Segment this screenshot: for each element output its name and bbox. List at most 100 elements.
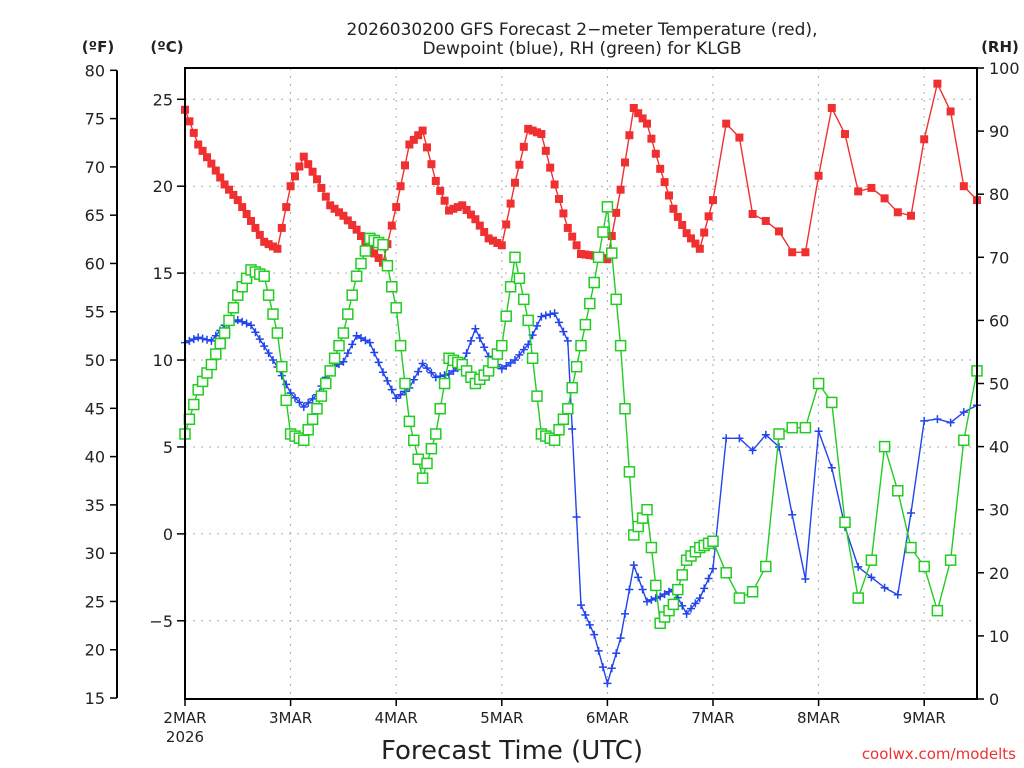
temperature-point [273,244,282,253]
rh-point [425,442,438,455]
rh-point [271,327,284,339]
time-tick-label: 7MAR [691,709,734,727]
temperature-point [638,114,647,123]
dewpoint-point [379,368,387,377]
temperature-point [396,182,405,191]
dewpoint-point [471,324,480,333]
dewpoint-point [621,609,629,618]
rh-point [205,358,218,371]
temperature-point [220,180,229,189]
dewpoint-point [590,630,599,639]
dewpoint-point [251,328,260,337]
time-tick-label: 6MAR [586,709,629,727]
rh-point [306,413,319,426]
temperature-point [471,215,480,224]
dewpoint-point [427,368,436,377]
fahrenheit-tick-label: 50 [85,351,105,370]
temperature-line [184,81,978,265]
dewpoint-point [581,610,590,619]
temperature-point [414,131,423,140]
temperature-point [480,227,489,236]
dewpoint-point [801,575,810,584]
rh-point [438,377,451,390]
fahrenheit-tick-label: 35 [85,496,105,515]
rh-point [799,421,812,434]
temperature-point [643,119,651,128]
rh-point [276,360,288,373]
temperature-point [748,210,757,219]
rh-point [707,535,719,547]
temperature-point [295,162,304,171]
series-rh [179,201,983,630]
dewpoint-point [647,595,656,604]
rh-point [320,377,332,390]
temperature-point [550,180,559,189]
dewpoint-point [691,599,700,608]
rh-tick-label: 60 [989,311,1009,330]
temperature-point [735,133,744,142]
rh-line [184,206,978,626]
dewpoint-point [207,336,216,345]
temperature-point [453,203,462,212]
dewpoint-point [682,609,691,618]
dewpoint-point [629,561,638,570]
temperature-point [673,212,682,221]
rh-tick-label: 10 [989,627,1009,646]
temperature-point [238,203,247,212]
dewpoint-point [709,564,717,573]
rh-point [548,434,561,447]
rh-point [592,251,605,264]
dewpoint-point [634,573,643,582]
celsius-tick-label: 5 [163,438,173,457]
temperature-point [709,196,717,205]
time-tick-label: 5MAR [480,709,523,727]
dewpoint-point [563,336,572,345]
temperature-point [462,205,471,214]
dewpoint-point [304,398,313,407]
temperature-point [559,209,568,218]
dewpoint-point [497,364,506,373]
temperature-point [489,236,497,245]
dewpoint-point [572,513,581,522]
rh-point [526,352,539,365]
dewpoint-point [687,604,695,613]
dewpoint-point [242,319,251,328]
rh-point [650,579,662,592]
rh-point [852,592,864,604]
dewpoint-point [269,356,277,365]
rh-point [553,424,565,436]
temperature-point [440,196,449,205]
rh-point [958,434,970,447]
dewpoint-point [920,416,929,425]
rh-point [570,360,583,373]
dewpoint-point [348,340,357,349]
dewpoint-point [264,349,273,358]
rh-point [601,201,614,213]
temperature-point [203,153,211,162]
fahrenheit-tick-label: 70 [85,158,105,177]
dewpoint-point [775,442,783,451]
celsius-tick-label: 20 [153,177,173,196]
rh-point [218,327,231,339]
dewpoint-point [233,316,242,325]
temperature-point [515,160,524,169]
dewpoint-point [537,312,546,321]
dewpoint-point [722,434,731,443]
fahrenheit-tick-label: 65 [85,206,105,225]
celsius-tick-label: 10 [153,351,173,370]
temperature-point [511,178,519,187]
rh-point [641,503,653,516]
rh-point [381,259,394,272]
celsius-tick-label: 25 [153,90,173,109]
rh-point [786,421,798,434]
rh-point [311,402,323,415]
temperature-point [277,223,286,232]
fahrenheit-tick-label: 45 [85,399,105,418]
fahrenheit-tick-label: 55 [85,303,105,322]
dewpoint-point [907,509,915,518]
rh-tick-label: 70 [989,248,1009,267]
temperature-point [304,160,313,169]
temperature-point [185,117,194,126]
rh-point [434,402,446,415]
temperature-point [691,239,700,248]
